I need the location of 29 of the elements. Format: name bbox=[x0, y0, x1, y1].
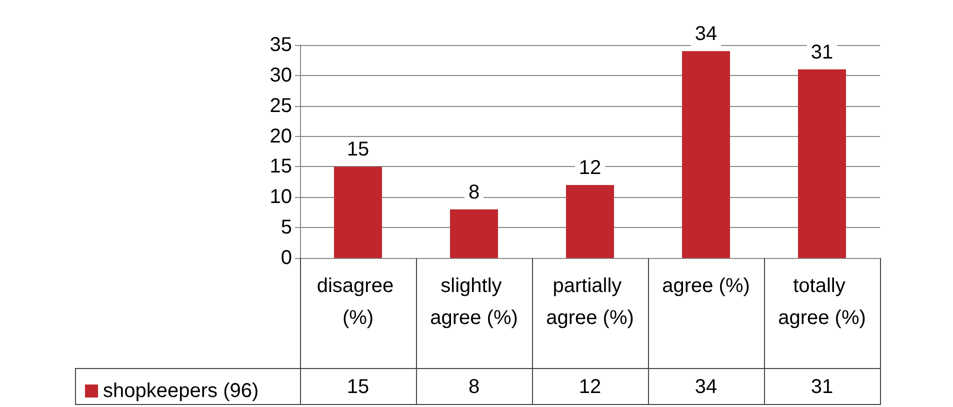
x-tick-label: partially agree (%) bbox=[546, 275, 634, 329]
bar bbox=[450, 209, 498, 258]
y-tick-label: 0 bbox=[280, 247, 292, 269]
text: 8 bbox=[468, 181, 480, 204]
y-tick-label: 15 bbox=[270, 156, 292, 178]
x-tick-label: agree (%) bbox=[662, 275, 750, 297]
y-tick-label: 10 bbox=[270, 186, 292, 208]
bar bbox=[798, 69, 846, 258]
y-tick-label: 35 bbox=[270, 34, 292, 56]
text: 31 bbox=[810, 41, 834, 64]
bar bbox=[334, 166, 382, 258]
data-label: 34 bbox=[694, 376, 718, 399]
x-tick-label: slightly agree (%) bbox=[430, 275, 518, 329]
bar bbox=[682, 51, 730, 258]
y-tick-label: 25 bbox=[270, 94, 292, 117]
text: 34 bbox=[694, 23, 718, 46]
y-tick-label: 20 bbox=[270, 125, 292, 148]
data-label: 15 bbox=[346, 376, 370, 399]
y-tick-label: 30 bbox=[270, 64, 292, 86]
legend-label: shopkeepers (96) bbox=[103, 380, 259, 402]
data-label: 8 bbox=[467, 376, 481, 399]
bar bbox=[566, 184, 614, 258]
y-tick-label: 5 bbox=[280, 216, 292, 239]
data-label: 31 bbox=[810, 376, 834, 399]
x-tick-label: disagree (%) bbox=[316, 275, 400, 329]
text: 12 bbox=[578, 156, 602, 179]
x-tick-label: totally agree (%) bbox=[778, 275, 866, 329]
data-label: 12 bbox=[578, 376, 602, 399]
text: 15 bbox=[346, 138, 370, 161]
